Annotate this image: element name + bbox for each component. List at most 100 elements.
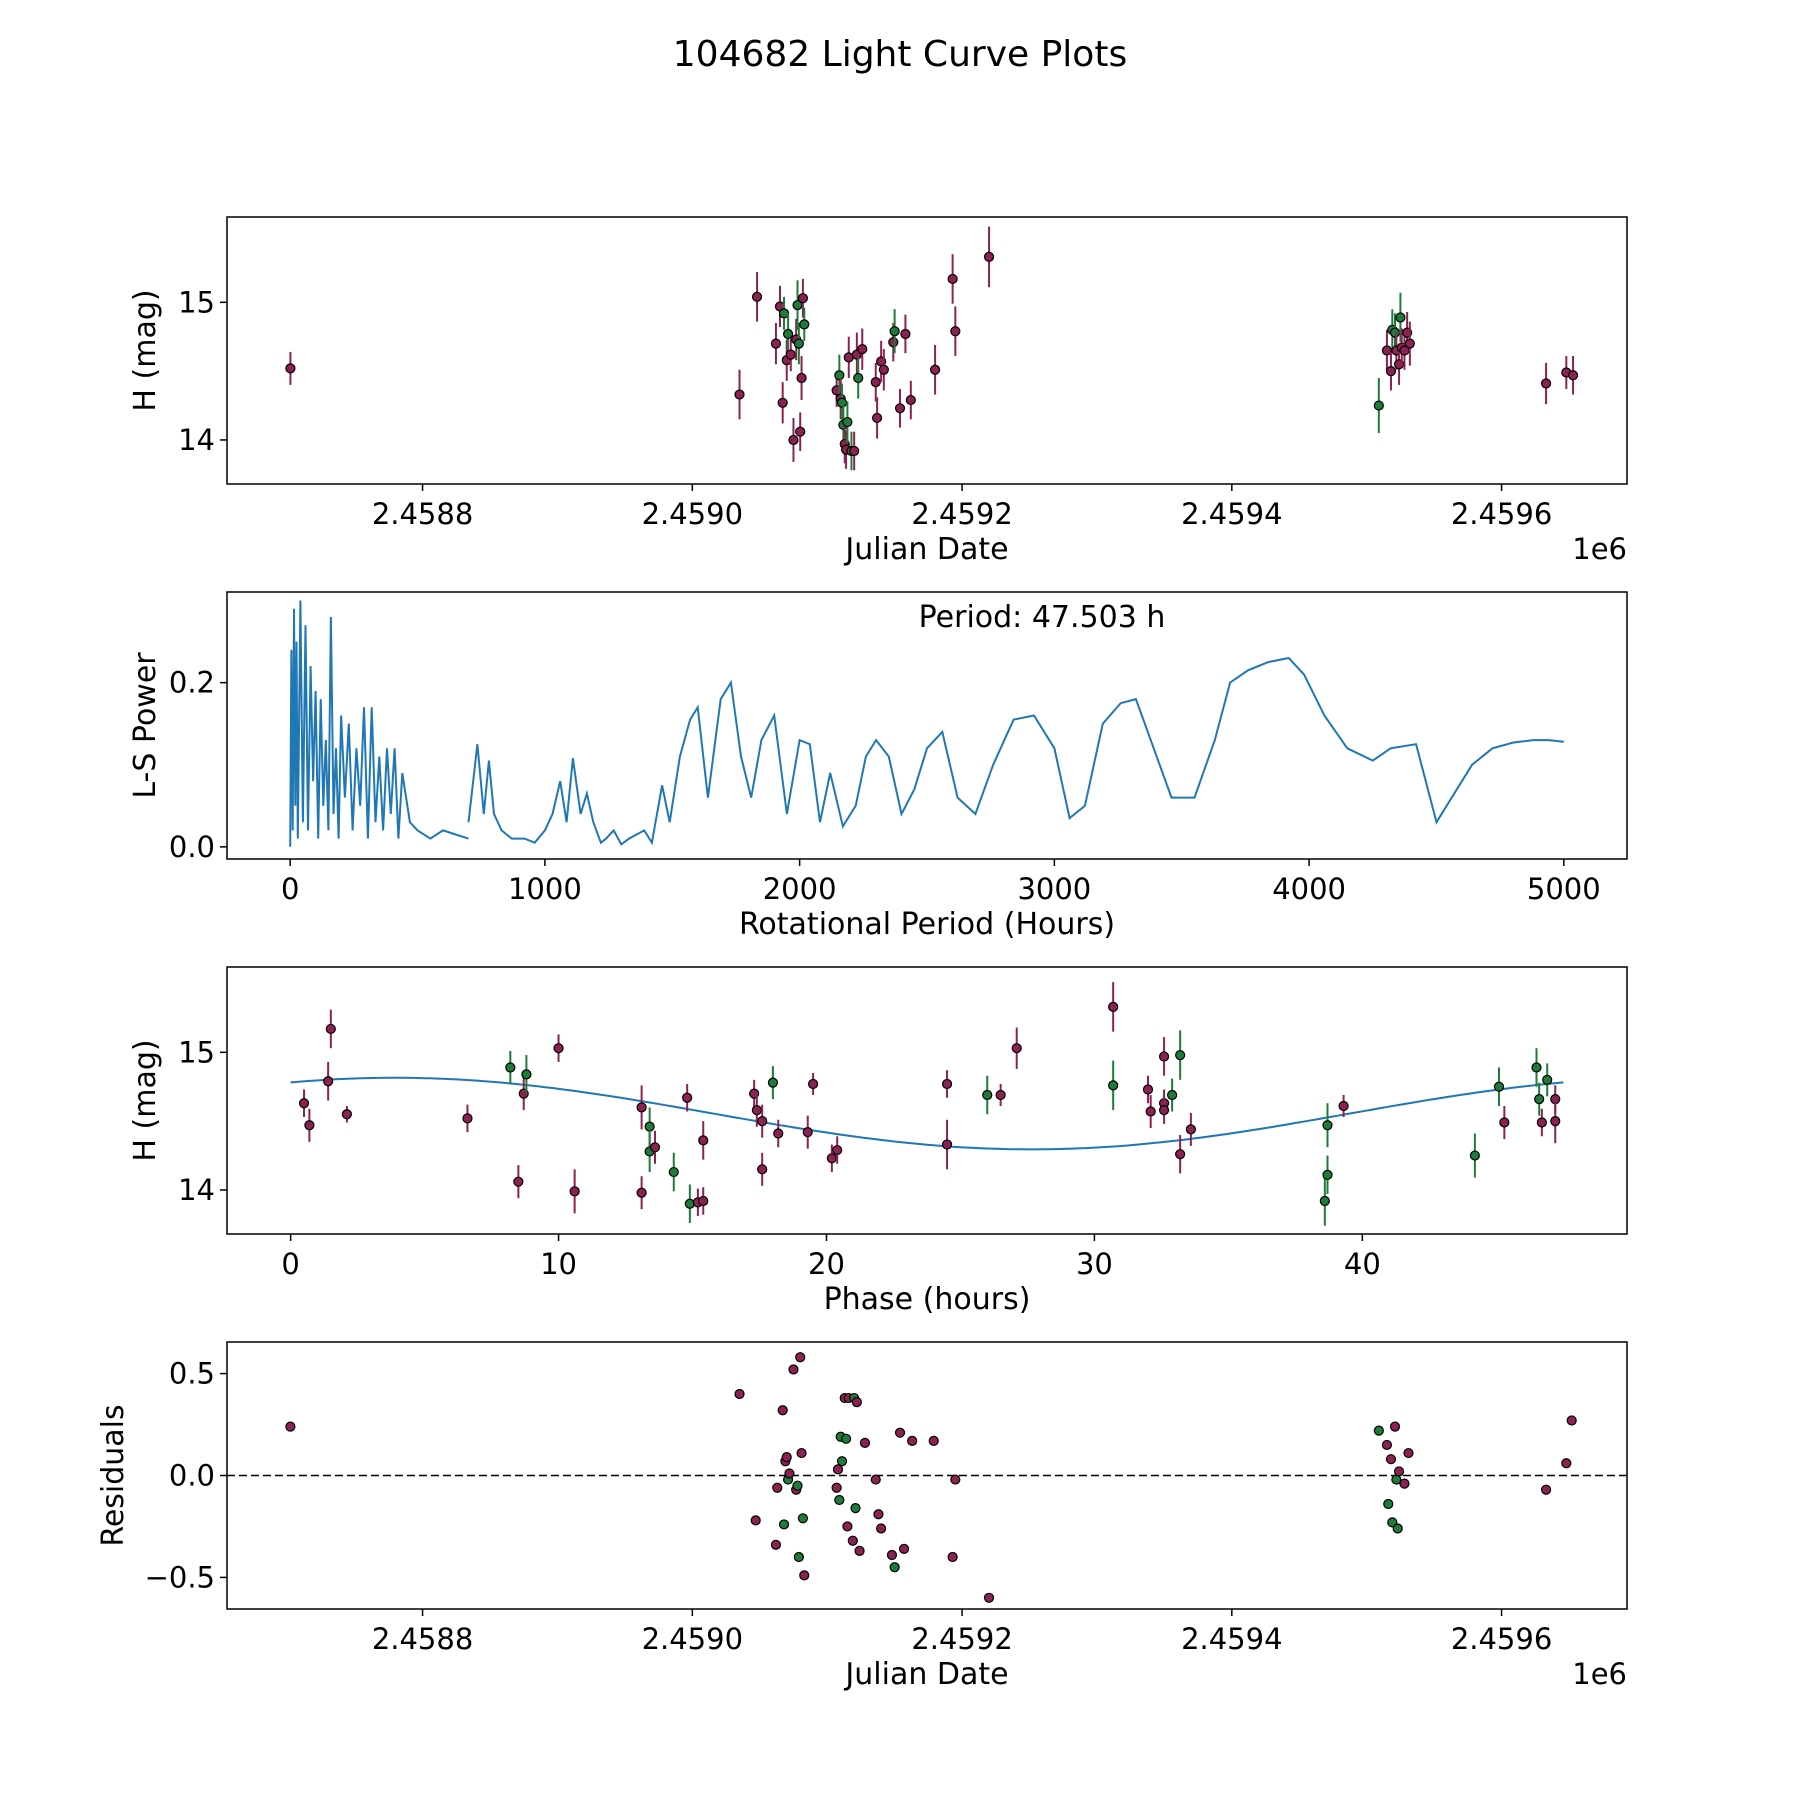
- x-tick-label: 20: [808, 1247, 845, 1281]
- data-point: [788, 1364, 799, 1375]
- data-point: [870, 377, 881, 388]
- data-point: [1108, 1001, 1119, 1013]
- data-point: [870, 1474, 881, 1485]
- data-point: [1567, 370, 1579, 381]
- data-point: [831, 1482, 842, 1493]
- data-point: [1540, 1484, 1552, 1495]
- data-point: [842, 1521, 853, 1532]
- data-point: [941, 1139, 953, 1150]
- data-point: [1469, 1150, 1480, 1161]
- data-point: [1566, 1415, 1577, 1426]
- data-point: [698, 1195, 709, 1207]
- data-point: [876, 1523, 887, 1534]
- light-curve-panel: 2.4588 2.4590 2.4592 2.4594 2.4596 14 15 Julian…: [128, 216, 1628, 567]
- data-point: [298, 1098, 310, 1109]
- data-point: [649, 1142, 661, 1153]
- data-point: [770, 338, 782, 349]
- x-axis-label: Julian Date: [843, 532, 1008, 567]
- x-axis-label: Phase (hours): [824, 1282, 1031, 1317]
- data-point: [947, 273, 958, 285]
- data-point: [797, 1513, 809, 1524]
- data-point: [636, 1102, 647, 1113]
- data-point: [983, 251, 995, 263]
- data-point: [682, 1092, 693, 1103]
- data-point: [751, 291, 763, 302]
- data-point: [304, 1120, 315, 1131]
- data-point: [757, 1164, 768, 1175]
- y-axis-label: Residuals: [96, 1404, 131, 1546]
- data-point: [850, 1503, 861, 1514]
- x-tick-label: 2.4594: [1181, 497, 1282, 531]
- data-point: [799, 319, 810, 330]
- data-point: [950, 1474, 961, 1485]
- data-point: [462, 1113, 473, 1124]
- data-point: [894, 1427, 906, 1438]
- data-point: [1381, 1439, 1393, 1451]
- y-axis-label: H (mag): [128, 1039, 163, 1161]
- data-point: [888, 337, 899, 348]
- data-point: [929, 364, 941, 375]
- data-point: [1561, 1458, 1572, 1469]
- data-point: [513, 1176, 524, 1187]
- data-point: [834, 370, 845, 381]
- data-point: [795, 1352, 806, 1363]
- data-point: [1158, 1051, 1170, 1062]
- data-point: [1385, 1454, 1397, 1465]
- data-point: [889, 326, 900, 337]
- data-point: [1385, 366, 1397, 377]
- data-point: [325, 1023, 336, 1035]
- data-point: [1142, 1084, 1154, 1095]
- data-point: [521, 1069, 532, 1080]
- data-point: [873, 1509, 884, 1520]
- data-point: [1493, 1081, 1505, 1092]
- x-tick-label: 2.4594: [1181, 1622, 1282, 1656]
- data-point: [772, 1482, 783, 1493]
- x-tick-label: 1000: [508, 872, 582, 906]
- data-point: [770, 1539, 782, 1550]
- data-point: [796, 372, 807, 384]
- x-tick-label: 2.4596: [1451, 497, 1552, 531]
- data-point: [983, 1592, 995, 1603]
- data-point: [795, 426, 806, 437]
- data-point: [1373, 400, 1384, 411]
- y-tick-label: 0.0: [169, 1459, 215, 1493]
- data-point: [734, 1388, 745, 1400]
- data-point: [797, 293, 809, 304]
- data-point: [1393, 1466, 1405, 1477]
- data-point: [1145, 1106, 1156, 1117]
- data-point: [1389, 327, 1401, 338]
- x-tick-label: 0: [281, 1247, 299, 1281]
- data-point: [285, 1421, 296, 1432]
- data-point: [793, 338, 804, 349]
- data-point: [802, 1127, 813, 1138]
- data-point: [734, 389, 745, 400]
- x-offset-text: 1e6: [1572, 1657, 1627, 1691]
- data-point: [799, 1570, 810, 1581]
- data-point: [1550, 1116, 1561, 1127]
- data-point: [995, 1089, 1006, 1101]
- data-point: [778, 1519, 790, 1530]
- data-point: [1540, 378, 1552, 389]
- data-point: [1383, 1498, 1394, 1510]
- data-point: [826, 1153, 837, 1164]
- data-point: [784, 1468, 795, 1479]
- data-point: [1158, 1105, 1170, 1116]
- periodogram-panel: 0 1000 2000 3000 4000 5000 0.0 0.2 Rotational Pe…: [128, 591, 1628, 942]
- data-point: [323, 1076, 334, 1087]
- data-point: [851, 1397, 862, 1408]
- x-tick-label: 2.4592: [911, 1622, 1012, 1656]
- data-point: [644, 1121, 655, 1132]
- data-point: [886, 1549, 898, 1561]
- data-point: [341, 1109, 352, 1120]
- data-point: [1389, 1421, 1401, 1432]
- data-point: [1399, 1478, 1410, 1489]
- data-point: [1167, 1089, 1178, 1101]
- data-point: [1373, 1425, 1384, 1436]
- data-point: [1403, 1447, 1414, 1459]
- data-point: [854, 1545, 865, 1557]
- data-point: [793, 1551, 804, 1563]
- data-point: [832, 1144, 843, 1156]
- data-point: [1404, 338, 1415, 349]
- y-tick-label: 15: [178, 285, 215, 319]
